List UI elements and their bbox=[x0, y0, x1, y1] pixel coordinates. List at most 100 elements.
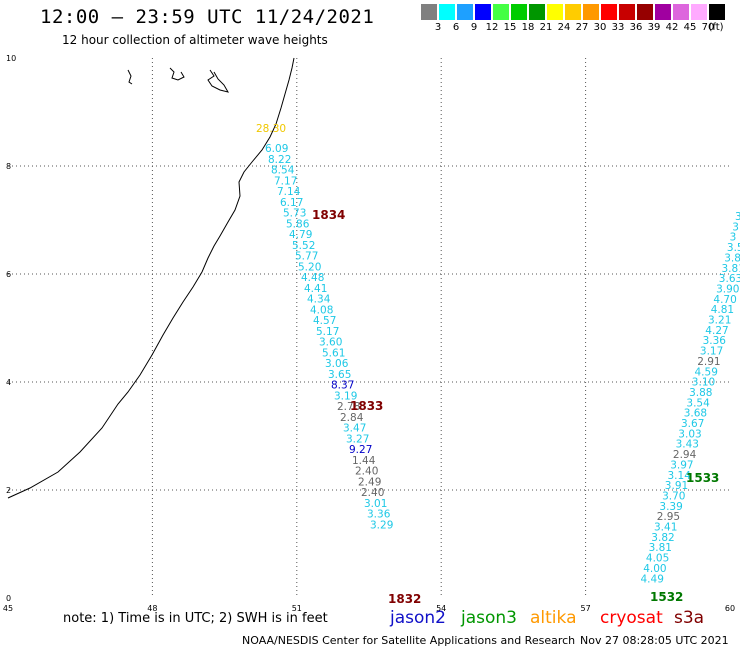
wave-height-value: 3.43 bbox=[676, 439, 699, 451]
wave-height-value: 3.97 bbox=[670, 459, 693, 471]
wave-height-value: 4.59 bbox=[695, 366, 718, 378]
wave-height-value: 3.29 bbox=[370, 519, 393, 531]
scale-swatch bbox=[583, 4, 599, 20]
wave-height-value: 3.21 bbox=[708, 315, 731, 327]
wave-height-value: 5.77 bbox=[295, 251, 318, 263]
wave-height-value: 3.10 bbox=[692, 377, 715, 389]
coastline bbox=[7, 57, 295, 499]
wave-height-value: 2.49 bbox=[358, 476, 381, 488]
footer-timestamp: Nov 27 08:28:05 UTC 2021 bbox=[580, 634, 729, 647]
scale-swatch bbox=[511, 4, 527, 20]
scale-swatch bbox=[457, 4, 473, 20]
wave-height-value: 3.90 bbox=[716, 283, 739, 295]
scale-swatch bbox=[655, 4, 671, 20]
wave-height-value: 7.14 bbox=[277, 186, 301, 198]
wave-height-value: 2.95 bbox=[657, 511, 680, 523]
wave-height-value: 3.14 bbox=[668, 470, 692, 482]
scale-swatch bbox=[673, 4, 689, 20]
wave-height-value: 3.81 bbox=[649, 542, 672, 554]
wave-height-value: 3.54 bbox=[686, 397, 710, 409]
scale-swatch bbox=[691, 4, 707, 20]
scale-label: 33 bbox=[611, 22, 625, 33]
scale-unit-label: (ft) bbox=[708, 22, 724, 33]
map-title: 12:00 — 23:59 UTC 11/24/2021 bbox=[40, 6, 375, 28]
y-tick-label: 4 bbox=[6, 378, 11, 387]
x-tick-label: 45 bbox=[3, 604, 13, 613]
wave-height-value: 3.67 bbox=[681, 418, 704, 430]
wave-height-value: 3.03 bbox=[678, 428, 701, 440]
satellite-legend-item: jason2 bbox=[390, 608, 446, 628]
wave-height-value: 28.30 bbox=[256, 123, 286, 135]
wave-height-value: 8.37 bbox=[331, 380, 354, 392]
scale-label: 42 bbox=[665, 22, 679, 33]
x-tick-label: 60 bbox=[725, 604, 735, 613]
map-subtitle: 12 hour collection of altimeter wave hei… bbox=[62, 33, 328, 47]
pass-time-label: 1833 bbox=[350, 399, 383, 413]
wave-height-value: 3.63 bbox=[719, 273, 740, 285]
wave-height-value: 4.34 bbox=[307, 294, 331, 306]
wave-height-value: 3.91 bbox=[665, 480, 688, 492]
wave-height-value: 6.17 bbox=[280, 197, 303, 209]
x-tick-label: 51 bbox=[292, 604, 302, 613]
axis-tick-labels: 45 48 51 54 57 60 0 2 4 6 8 10 bbox=[3, 54, 735, 613]
wave-height-value: 4.48 bbox=[301, 272, 324, 284]
scale-label: 12 bbox=[485, 22, 499, 33]
satellite-legend-item: jason3 bbox=[461, 608, 517, 628]
y-tick-label: 10 bbox=[6, 54, 16, 63]
wave-height-value: 3.88 bbox=[689, 387, 712, 399]
wave-height-value: 3.81 bbox=[722, 263, 740, 275]
wave-height-value: 3.41 bbox=[654, 522, 677, 534]
wave-height-value: 4.27 bbox=[705, 325, 728, 337]
wave-height-value: 4.81 bbox=[711, 304, 734, 316]
map-grid bbox=[8, 58, 730, 598]
pass-time-label: 1533 bbox=[686, 471, 719, 485]
scale-label: 24 bbox=[557, 22, 571, 33]
scale-label: 30 bbox=[593, 22, 607, 33]
scale-swatch bbox=[475, 4, 491, 20]
wave-height-value: 5.73 bbox=[283, 208, 306, 220]
scale-label: 27 bbox=[575, 22, 589, 33]
wave-height-value: 3.68 bbox=[684, 408, 707, 420]
scale-swatch bbox=[637, 4, 653, 20]
x-tick-label: 57 bbox=[581, 604, 591, 613]
scale-label: 70 bbox=[701, 22, 715, 33]
scale-swatch bbox=[565, 4, 581, 20]
wave-height-value: 4.70 bbox=[713, 294, 736, 306]
scale-swatch bbox=[547, 4, 563, 20]
scale-label: 6 bbox=[452, 22, 460, 33]
wave-height-value: 3.70 bbox=[662, 490, 685, 502]
wave-height-value: 5.20 bbox=[298, 261, 321, 273]
wave-height-value: 2.40 bbox=[355, 466, 378, 478]
y-tick-label: 8 bbox=[6, 162, 11, 171]
wave-height-value: 3.06 bbox=[325, 358, 349, 370]
wave-height-value: 8.54 bbox=[271, 165, 295, 177]
wave-height-value: 3 bbox=[735, 211, 740, 223]
scale-swatch bbox=[421, 4, 437, 20]
wave-height-value: 5.86 bbox=[286, 218, 310, 230]
scale-label: 9 bbox=[470, 22, 478, 33]
wave-height-value: 2.91 bbox=[697, 356, 720, 368]
x-tick-label: 54 bbox=[436, 604, 446, 613]
scale-label: 21 bbox=[539, 22, 553, 33]
scale-swatch bbox=[529, 4, 545, 20]
x-tick-label: 48 bbox=[147, 604, 157, 613]
wave-height-value: 2.84 bbox=[340, 412, 364, 424]
wave-height-value: 4.57 bbox=[313, 315, 336, 327]
wave-height-value: 4.08 bbox=[310, 304, 333, 316]
wave-height-value: 3.36 bbox=[367, 509, 391, 521]
wave-height-value: 3.19 bbox=[334, 390, 357, 402]
wave-height-value: 3.47 bbox=[343, 423, 366, 435]
scale-label: 18 bbox=[521, 22, 535, 33]
wave-height-value: 3.27 bbox=[346, 433, 369, 445]
wave-height-value: 5.52 bbox=[292, 240, 315, 252]
wave-height-value: 5.17 bbox=[316, 326, 339, 338]
wave-height-value: 3.17 bbox=[700, 346, 723, 358]
scale-label: 45 bbox=[683, 22, 697, 33]
island-outline bbox=[169, 67, 185, 81]
wave-height-value: 9.27 bbox=[349, 444, 372, 456]
scale-swatch bbox=[709, 4, 725, 20]
pass-time-label: 1532 bbox=[650, 590, 683, 604]
wave-height-value: 2.78 bbox=[337, 401, 360, 413]
wave-height-value: 3.39 bbox=[659, 501, 682, 513]
